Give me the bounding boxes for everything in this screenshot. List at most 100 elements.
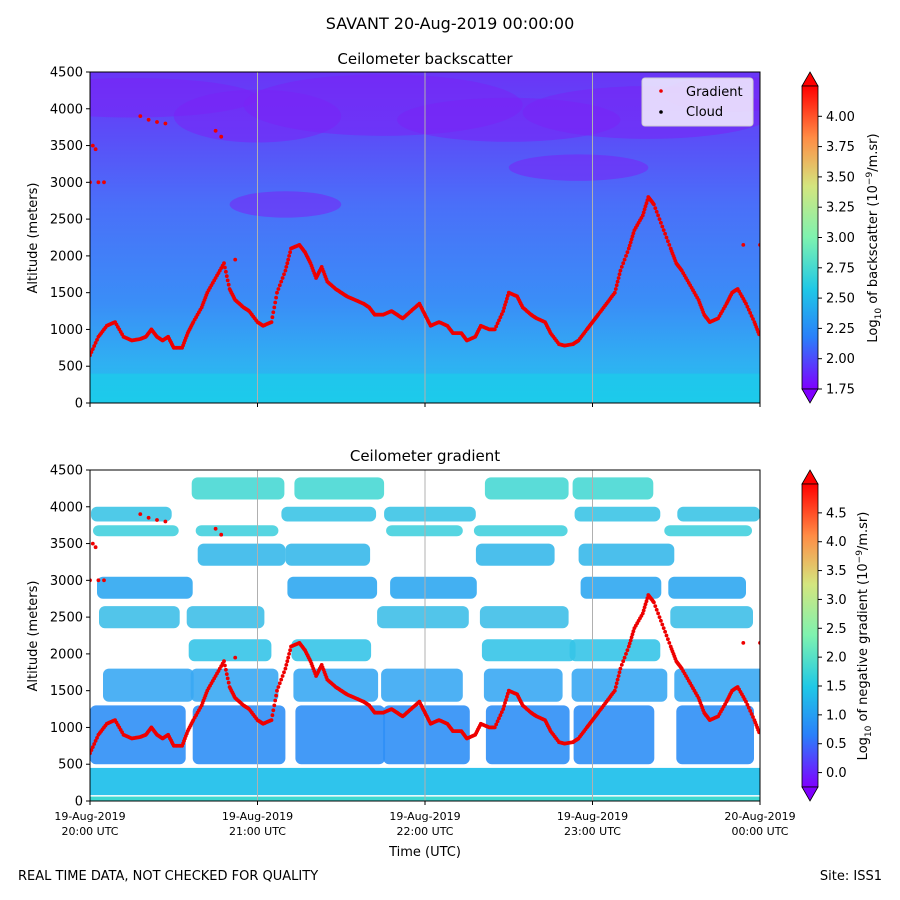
- gradient-point: [657, 217, 662, 222]
- gradient-layer-segment: [481, 639, 576, 662]
- gradient-point: [661, 626, 666, 630]
- gradient-point: [622, 655, 627, 660]
- gradient-point: [233, 655, 238, 660]
- gradient-point: [749, 314, 754, 318]
- gradient-point: [498, 713, 503, 718]
- gradient-point: [751, 317, 755, 321]
- gradient-gridlines: [257, 470, 593, 801]
- gradient-point: [613, 287, 618, 291]
- gradient-point: [90, 541, 95, 546]
- colorbar-top-extend: [801, 71, 819, 87]
- gradient-point: [223, 663, 227, 668]
- gradient-point: [225, 278, 230, 283]
- backscatter-y-tick-label: 500: [58, 360, 83, 375]
- gradient-y-tick-label: 0: [75, 795, 83, 810]
- gradient-point: [224, 672, 229, 676]
- gradient-point: [626, 644, 631, 649]
- gradient-layer-segment: [97, 576, 193, 599]
- gradient-point: [652, 202, 656, 207]
- colorbar2-top-extend: [801, 469, 819, 485]
- gradient-point: [90, 143, 95, 148]
- gradient-point: [93, 341, 98, 345]
- gradient-point: [90, 350, 94, 354]
- gradient-point: [225, 676, 230, 681]
- gradient-layer-segment: [573, 705, 655, 765]
- gradient-point: [616, 674, 621, 678]
- gradient-point: [146, 117, 151, 122]
- x-tick-label-time: 00:00 UTC: [731, 825, 788, 838]
- gradient-layer-segment: [291, 639, 372, 662]
- gradient-point: [286, 257, 291, 262]
- gradient-y-label: Altitude (meters): [26, 581, 41, 692]
- gradient-point: [285, 659, 290, 664]
- gradient-point: [666, 239, 670, 244]
- gradient-point: [748, 311, 753, 315]
- colorbar2-tick-label: 0.5: [826, 737, 847, 752]
- colorbar2-bottom-extend: [801, 786, 819, 802]
- gradient-point: [615, 677, 620, 682]
- gradient-point: [213, 526, 218, 531]
- gradient-point: [505, 296, 509, 301]
- site-label: Site: ISS1: [819, 869, 882, 884]
- gradient-point: [155, 120, 159, 124]
- gradient-point: [630, 234, 635, 239]
- gradient-point: [751, 715, 755, 719]
- gradient-layer-segment: [569, 639, 661, 662]
- gradient-point: [628, 240, 633, 245]
- gradient-point: [269, 718, 274, 722]
- legend-cloud-label: Cloud: [686, 105, 723, 120]
- x-axis-label: Time (UTC): [388, 845, 461, 860]
- gradient-point: [667, 243, 672, 247]
- gradient-layer-segment: [580, 576, 662, 599]
- gradient-point: [95, 736, 99, 740]
- x-tick-label-time: 21:00 UTC: [229, 825, 286, 838]
- gradient-layer-segment: [294, 477, 385, 500]
- gradient-point: [497, 318, 501, 323]
- gradient-point: [629, 635, 634, 640]
- gradient-point: [501, 309, 506, 313]
- gradient-point: [741, 641, 746, 645]
- gradient-point: [494, 324, 499, 329]
- gradient-point: [748, 709, 753, 713]
- gradient-point: [280, 276, 285, 280]
- gradient-layer-segment: [99, 606, 180, 629]
- gradient-layer-segment: [377, 606, 469, 629]
- colorbar-tick-label: 1.75: [826, 383, 855, 398]
- gradient-point: [661, 228, 666, 233]
- backscatter-gradient-points: [90, 114, 760, 358]
- colorbar-tick-label: 2.75: [826, 261, 855, 276]
- gradient-point: [284, 265, 289, 269]
- gradient-point: [745, 702, 750, 707]
- legend-gradient-label: Gradient: [686, 85, 743, 100]
- gradient-point: [504, 300, 508, 304]
- gradient-point: [224, 667, 228, 672]
- gradient-point: [146, 515, 151, 520]
- gradient-point: [621, 261, 626, 266]
- gradient-layer-segment: [195, 525, 279, 537]
- colorbar2-tick-label: 1.0: [826, 708, 847, 723]
- gradient-point: [92, 742, 97, 746]
- gradient-y-tick-label: 2000: [50, 647, 83, 662]
- gradient-y-tick-label: 4500: [50, 464, 83, 479]
- gradient-point: [272, 703, 277, 708]
- colorbar-gradient: [801, 85, 819, 390]
- gradient-layer-segment: [664, 525, 752, 537]
- gradient-point: [226, 282, 231, 287]
- gradient-point: [499, 710, 504, 714]
- gradient-layer-segment: [191, 477, 285, 500]
- gradient-point: [282, 272, 286, 277]
- gradient-point: [499, 312, 504, 316]
- gradient-point: [667, 641, 672, 645]
- gradient-point: [617, 670, 622, 675]
- gradient-point: [495, 321, 500, 326]
- gradient-point: [270, 315, 275, 320]
- gradient-point: [621, 659, 626, 664]
- gradient-point: [271, 310, 276, 315]
- x-tick-label-date: 19-Aug-2019: [54, 810, 125, 823]
- gradient-layer-segment: [668, 576, 746, 599]
- gradient-point: [654, 607, 659, 612]
- backscatter-gridlines: [257, 72, 593, 403]
- colorbar-tick-label: 3.00: [826, 231, 855, 246]
- gradient-layer-segment: [677, 506, 760, 522]
- gradient-point: [660, 622, 665, 627]
